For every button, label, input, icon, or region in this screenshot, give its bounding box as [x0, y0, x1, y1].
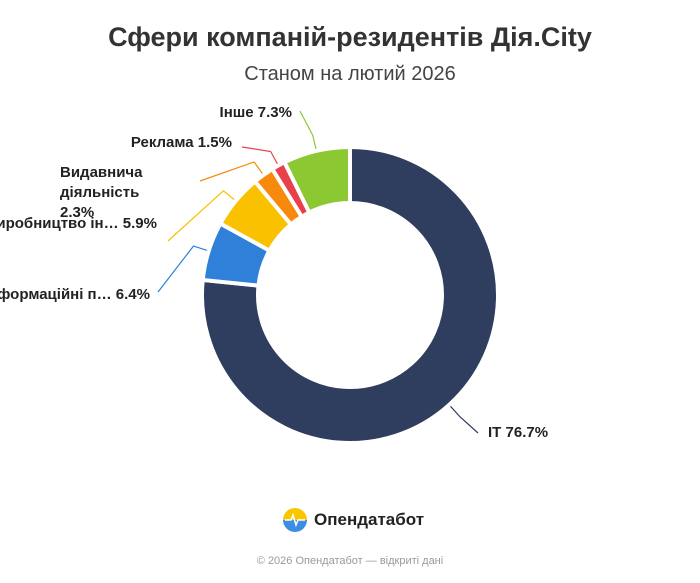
- donut-slice: [200, 144, 500, 445]
- footer: © 2026 Опендатабот — відкриті дані: [256, 555, 444, 567]
- brand-logo: [283, 508, 307, 532]
- leader-line: [450, 405, 479, 434]
- value-label: 7.3%: [257, 104, 292, 121]
- data-label: Виробництво ін… 5.9%: [0, 214, 157, 234]
- chart-subtitle: Станом на лютий 2026: [244, 63, 456, 85]
- data-label: Інформаційні п… 6.4%: [0, 285, 150, 305]
- leader-line: [199, 161, 263, 182]
- category-label: Реклама: [130, 134, 194, 151]
- category-label: Інше: [219, 104, 254, 121]
- category-label: Виробництво ін…: [0, 215, 119, 232]
- value-label: 76.7%: [505, 424, 549, 441]
- leader-line: [241, 146, 278, 165]
- chart-title: Сфери компаній-резидентів Дія.City: [108, 22, 592, 52]
- value-label: 5.9%: [122, 215, 157, 232]
- category-label: Видавнича діяльність: [60, 164, 143, 201]
- value-label: 1.5%: [197, 134, 232, 151]
- leader-line: [157, 245, 208, 293]
- leader-line: [167, 189, 235, 242]
- data-label: Видавнича діяльність 2.3%: [60, 163, 165, 223]
- value-label: 6.4%: [115, 286, 150, 303]
- donut-slice: [281, 144, 352, 216]
- leader-line: [299, 110, 317, 150]
- brand: Опендатабот: [282, 507, 424, 533]
- data-label: IT 76.7%: [488, 423, 548, 443]
- data-label: Інше 7.3%: [220, 103, 292, 123]
- data-label: Реклама 1.5%: [131, 133, 232, 153]
- value-label: 2.3%: [60, 204, 95, 221]
- category-label: IT: [488, 424, 502, 441]
- brand-name: Опендатабот: [314, 510, 425, 529]
- category-label: Інформаційні п…: [0, 286, 112, 303]
